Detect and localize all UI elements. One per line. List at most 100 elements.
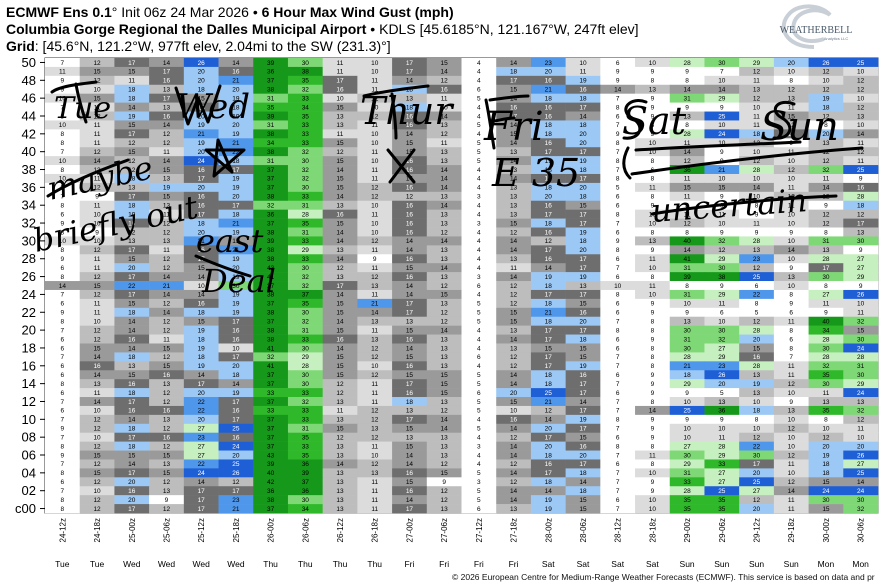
- cell-value-label: 17: [579, 211, 587, 218]
- cell-value-label: 17: [579, 461, 587, 468]
- heatmap-cell: [739, 120, 775, 130]
- heatmap-cell: [253, 405, 289, 416]
- x-tick-label: 24-12z: [58, 518, 67, 542]
- heatmap-cell: [149, 459, 185, 469]
- heatmap-cell: [635, 388, 671, 398]
- cell-value-label: 15: [93, 345, 101, 352]
- cell-value-label: 10: [93, 408, 101, 415]
- heatmap-cell: [79, 477, 115, 487]
- heatmap-cell: [287, 486, 323, 496]
- cell-value-label: 10: [753, 426, 761, 433]
- cell-value-label: 17: [579, 265, 587, 272]
- heatmap-cell: [635, 182, 671, 193]
- heatmap-cell: [669, 111, 705, 121]
- cell-value-label: 9: [651, 203, 655, 210]
- cell-value-label: 7: [616, 488, 620, 495]
- heatmap-cell: [704, 66, 740, 77]
- heatmap-cell: [183, 156, 219, 166]
- heatmap-cell: [808, 325, 844, 335]
- cell-value-label: 39: [302, 470, 310, 477]
- cell-value-label: 15: [128, 372, 136, 379]
- heatmap-cell: [496, 58, 532, 68]
- heatmap-cell: [461, 486, 497, 496]
- cell-value-label: 8: [824, 283, 828, 290]
- heatmap-cell: [287, 147, 323, 157]
- init-time: Init 06z 24 Mar 2026: [117, 4, 249, 20]
- cell-value-label: 11: [371, 211, 378, 218]
- cell-value-label: 17: [198, 497, 206, 504]
- cell-value-label: 7: [61, 461, 65, 468]
- x-tick-label: 26-06z: [301, 518, 310, 542]
- cell-value-label: 8: [616, 140, 620, 147]
- cell-value-label: 10: [683, 426, 691, 433]
- cell-value-label: 30: [718, 60, 726, 67]
- cell-value-label: 13: [93, 167, 101, 174]
- heatmap-cell: [496, 84, 532, 94]
- y-tick-label: 48: [22, 73, 36, 88]
- heatmap-cell: [739, 450, 775, 460]
- cell-value-label: 29: [718, 95, 726, 102]
- heatmap-cell: [843, 120, 879, 130]
- heatmap-cell: [843, 361, 879, 371]
- heatmap-cell: [114, 236, 150, 246]
- heatmap-cell: [426, 414, 462, 425]
- cell-value-label: 7: [61, 194, 65, 201]
- heatmap-cell: [635, 325, 671, 335]
- cell-value-label: 11: [371, 479, 378, 486]
- cell-value-label: 6: [789, 336, 793, 343]
- cell-value-label: 7: [61, 149, 65, 156]
- heatmap-cell: [287, 191, 323, 202]
- heatmap-cell: [704, 477, 740, 487]
- heatmap-cell: [426, 397, 462, 407]
- heatmap-cell: [461, 93, 497, 103]
- heatmap-cell: [253, 423, 289, 434]
- heatmap-cell: [183, 361, 219, 371]
- heatmap-cell: [357, 236, 393, 246]
- heatmap-cell: [392, 432, 428, 442]
- heatmap-cell: [669, 254, 705, 264]
- heatmap-cell: [530, 254, 566, 264]
- cell-value-label: 20: [232, 452, 240, 459]
- heatmap-cell: [79, 75, 115, 86]
- cell-value-label: 15: [579, 354, 587, 361]
- heatmap-cell: [530, 173, 566, 184]
- heatmap-cell: [739, 245, 775, 255]
- heatmap-cell: [773, 468, 809, 478]
- cell-value-label: 10: [788, 220, 796, 227]
- heatmap-cell: [704, 102, 740, 112]
- heatmap-cell: [183, 334, 219, 344]
- cell-value-label: 8: [651, 363, 655, 370]
- heatmap-cell: [218, 129, 254, 139]
- heatmap-cell: [496, 263, 532, 273]
- cell-value-label: 30: [822, 345, 830, 352]
- cell-value-label: 14: [545, 488, 553, 495]
- heatmap-cell: [79, 120, 115, 130]
- cell-value-label: 8: [61, 229, 65, 236]
- heatmap-cell: [426, 343, 462, 353]
- cell-value-label: 16: [128, 408, 136, 415]
- heatmap-cell: [843, 182, 879, 193]
- cell-value-label: 12: [93, 113, 101, 120]
- grid-info: : [45.6°N, 121.2°W, 977ft elev, 2.04mi t…: [34, 38, 391, 54]
- heatmap-cell: [530, 111, 566, 121]
- heatmap-cell: [287, 370, 323, 380]
- heatmap-cell: [114, 147, 150, 157]
- cell-value-label: 15: [163, 194, 171, 201]
- cell-value-label: 8: [651, 354, 655, 361]
- heatmap-cell: [600, 66, 636, 77]
- cell-value-label: 16: [579, 443, 587, 450]
- heatmap-cell: [773, 289, 809, 300]
- cell-value-label: 8: [616, 247, 620, 254]
- cell-value-label: 27: [718, 345, 726, 352]
- cell-value-label: 10: [753, 176, 761, 183]
- heatmap-cell: [218, 84, 254, 94]
- cell-value-label: 6: [61, 390, 65, 397]
- heatmap-cell: [600, 289, 636, 300]
- cell-value-label: 12: [788, 426, 796, 433]
- cell-value-label: 4: [477, 292, 481, 299]
- heatmap-cell: [739, 236, 775, 246]
- heatmap-cell: [843, 423, 879, 434]
- cell-value-label: 12: [371, 372, 379, 379]
- cell-value-label: 37: [267, 78, 275, 85]
- heatmap-cell: [149, 397, 185, 407]
